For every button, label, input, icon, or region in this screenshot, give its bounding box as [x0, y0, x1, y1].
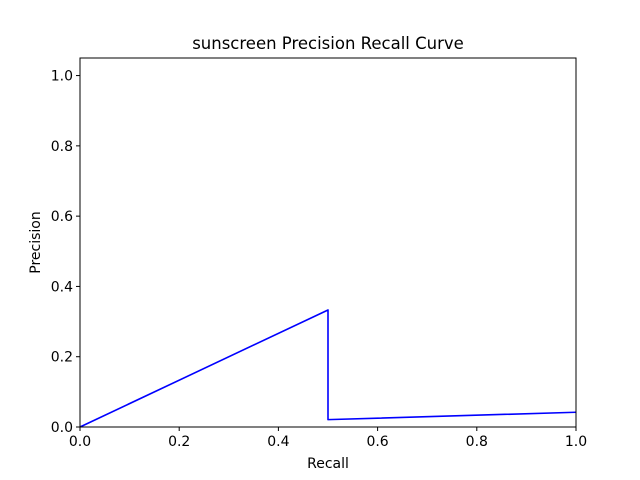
- x-axis-ticks: 0.0 0.2 0.4 0.6 0.8 1.0: [69, 427, 587, 450]
- chart-title: sunscreen Precision Recall Curve: [192, 34, 464, 53]
- pr-curve-line: [79, 309, 577, 428]
- x-tick-label: 0.4: [267, 434, 289, 450]
- y-axis-ticks: 0.0 0.2 0.4 0.6 0.8 1.0: [51, 69, 80, 436]
- plot-frame: [79, 57, 577, 428]
- x-tick-label: 0.8: [466, 434, 488, 450]
- x-tick-label: 0.6: [366, 434, 388, 450]
- x-tick-label: 0.2: [168, 434, 190, 450]
- y-tick-label: 0.6: [51, 209, 73, 225]
- series-layer: [79, 309, 577, 428]
- y-tick-label: 0.0: [51, 420, 73, 436]
- x-tick-label: 1.0: [565, 434, 587, 450]
- y-tick-label: 0.4: [51, 279, 73, 295]
- y-tick-label: 1.0: [51, 69, 73, 85]
- y-tick-label: 0.8: [51, 139, 73, 155]
- y-axis-label: Precision: [28, 211, 44, 273]
- x-axis-label: Recall: [307, 456, 349, 472]
- x-tick-label: 0.0: [69, 434, 91, 450]
- y-tick-label: 0.2: [51, 350, 73, 366]
